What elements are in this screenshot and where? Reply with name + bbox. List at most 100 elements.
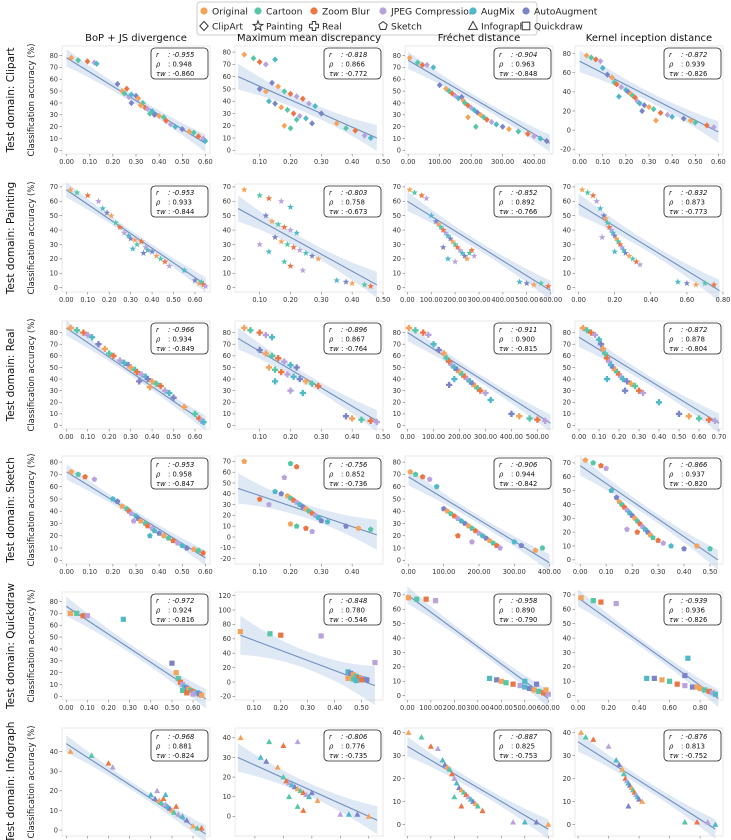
stat-value: : 0.813	[681, 743, 705, 751]
stat-name: τw	[329, 752, 339, 760]
data-point	[110, 495, 116, 502]
panel-r4-c0: 0.00 0.10 0.20 0.30 0.40 0.50 0.60 0 10 20 30 40 50 6…	[50, 591, 211, 712]
y-tick-label: 30	[50, 241, 58, 249]
data-point	[710, 124, 717, 131]
data-point	[162, 791, 169, 798]
data-point	[278, 104, 285, 111]
data-point	[448, 362, 455, 369]
stat-name: τw	[499, 480, 509, 488]
stat-name: τw	[499, 70, 509, 78]
data-point	[343, 125, 349, 132]
regression-line	[577, 741, 716, 830]
data-point	[634, 529, 641, 535]
data-point	[293, 229, 301, 236]
stats-frame	[663, 457, 722, 490]
y-tick-label: 50	[223, 212, 231, 220]
y-tick-label: 10	[393, 270, 401, 278]
y-tick-label: 80	[563, 329, 571, 337]
data-point	[372, 659, 378, 666]
y-tick-label: 10	[393, 135, 401, 143]
x-tick-label: 500.00	[513, 704, 536, 712]
data-point	[262, 350, 269, 357]
data-point	[281, 122, 288, 129]
stat-value: : -0.546	[341, 616, 367, 624]
y-tick-label: 10	[223, 793, 231, 801]
data-point	[449, 238, 457, 245]
x-tick-label: 200.00	[443, 704, 466, 712]
y-tick-label: 60	[50, 622, 58, 630]
legend-marker	[467, 20, 479, 30]
y-tick-label: 40	[223, 375, 231, 383]
data-point	[198, 825, 205, 831]
legend: Original Cartoon Zoom Blur JPEG Compression…	[196, 1, 598, 36]
y-tick-label: 0	[397, 557, 401, 565]
data-point	[609, 229, 617, 236]
y-tick-label: 0	[227, 422, 231, 430]
data-point	[144, 105, 151, 113]
stat-value: : 0.758	[341, 199, 365, 207]
data-point	[707, 545, 713, 552]
y-tick-label: 10	[563, 270, 571, 278]
y-tick-label: 10	[223, 410, 231, 418]
data-point	[190, 691, 196, 697]
data-point	[337, 811, 344, 817]
data-point	[456, 246, 464, 254]
y-tick-label: 10	[223, 523, 231, 531]
stat-value: : 0.866	[341, 61, 365, 69]
stat-value: : -0.876	[681, 733, 708, 741]
data-point	[578, 186, 586, 193]
data-point	[116, 223, 124, 231]
data-point	[461, 373, 468, 380]
data-point	[181, 403, 188, 411]
stat-name: r	[669, 461, 673, 469]
stat-name: r	[669, 597, 673, 605]
data-point	[458, 803, 465, 809]
scatter-panels: 0.00 0.10 0.20 0.30 0.40 0.50 0.60 0 10 20 30 40 50 6…	[50, 45, 730, 840]
x-tick-label: 0.30	[314, 568, 329, 576]
stat-value: : -0.872	[681, 326, 707, 334]
data-point	[84, 192, 92, 199]
y-tick-label: 10	[50, 410, 58, 418]
data-point	[620, 770, 627, 777]
y-tick-label: 20	[393, 775, 401, 783]
data-point	[603, 465, 610, 471]
data-point	[506, 125, 512, 133]
data-point	[144, 522, 151, 529]
x-tick-label: 0.50	[166, 296, 181, 304]
stat-value: : -0.844	[168, 208, 194, 216]
data-point	[710, 281, 718, 288]
stats-frame	[663, 593, 722, 626]
data-point	[114, 498, 121, 504]
data-point	[479, 807, 486, 814]
data-point	[131, 236, 139, 243]
data-point	[333, 120, 340, 127]
data-point	[442, 229, 449, 236]
legend-item-quickdraw: Quickdraw	[521, 22, 583, 33]
y-tick-label: 40	[223, 98, 231, 106]
data-point	[607, 362, 615, 369]
data-point	[424, 61, 430, 69]
data-point	[521, 819, 528, 825]
data-point	[465, 114, 471, 121]
y-tick-label: 0	[227, 813, 231, 821]
panel-r1-c1: 0.10 0.20 0.30 0.40 0.50 0 10 20 30 40 50 60 70 r: -0…	[223, 183, 391, 304]
data-point	[144, 375, 151, 383]
data-point	[286, 779, 293, 786]
data-point	[365, 813, 372, 819]
y-tick-label: 0	[397, 692, 401, 700]
stat-name: r	[156, 326, 160, 334]
x-tick-label: 0.00	[401, 158, 416, 166]
data-point	[598, 233, 606, 241]
data-point	[605, 743, 612, 749]
x-tick-label: 0.40	[345, 158, 360, 166]
y-tick-label: 30	[393, 387, 401, 395]
stat-name: r	[329, 189, 333, 197]
data-point	[293, 93, 300, 100]
data-point	[474, 803, 481, 809]
data-point	[706, 688, 712, 694]
data-point	[172, 123, 179, 130]
legend-item-autoaugment: AutoAugment	[522, 7, 598, 18]
stat-name: τw	[669, 345, 679, 353]
stat-name: r	[669, 51, 673, 59]
data-point	[179, 542, 186, 549]
